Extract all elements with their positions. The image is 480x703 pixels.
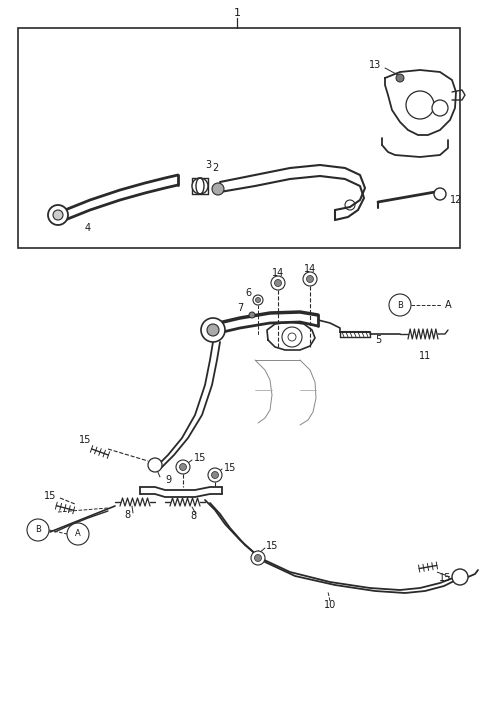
Text: 5: 5	[375, 335, 381, 345]
Circle shape	[307, 276, 313, 283]
Text: 3: 3	[205, 160, 211, 170]
Circle shape	[303, 272, 317, 286]
Circle shape	[212, 472, 218, 479]
Text: 13: 13	[369, 60, 381, 70]
Circle shape	[452, 569, 468, 585]
Bar	[18, 28, 460, 248]
Text: 2: 2	[212, 163, 218, 173]
Text: 14: 14	[272, 268, 284, 278]
Circle shape	[434, 188, 446, 200]
Text: 4: 4	[85, 223, 91, 233]
Text: 1: 1	[233, 8, 240, 18]
Circle shape	[53, 210, 63, 220]
Circle shape	[282, 327, 302, 347]
Text: 11: 11	[419, 351, 431, 361]
Circle shape	[48, 205, 68, 225]
Circle shape	[249, 312, 255, 318]
Text: 7: 7	[237, 303, 243, 313]
Circle shape	[208, 468, 222, 482]
Text: A: A	[444, 300, 451, 310]
Text: A: A	[75, 529, 81, 538]
Text: 15: 15	[266, 541, 278, 551]
Circle shape	[176, 460, 190, 474]
Text: 8: 8	[124, 510, 130, 520]
Text: 10: 10	[324, 600, 336, 610]
Circle shape	[192, 178, 208, 194]
Circle shape	[27, 519, 49, 541]
Text: 6: 6	[245, 288, 251, 298]
Text: 15: 15	[439, 573, 451, 583]
Circle shape	[275, 280, 281, 287]
Circle shape	[148, 458, 162, 472]
Circle shape	[201, 318, 225, 342]
Text: 12: 12	[450, 195, 462, 205]
Text: 15: 15	[44, 491, 56, 501]
Circle shape	[432, 100, 448, 116]
Circle shape	[180, 463, 187, 470]
Text: 14: 14	[304, 264, 316, 274]
Circle shape	[271, 276, 285, 290]
Circle shape	[396, 74, 404, 82]
Circle shape	[251, 551, 265, 565]
Circle shape	[207, 324, 219, 336]
Text: 8: 8	[190, 511, 196, 521]
Text: B: B	[397, 300, 403, 309]
Circle shape	[212, 183, 224, 195]
Text: 15: 15	[224, 463, 236, 473]
Circle shape	[406, 91, 434, 119]
Text: 15: 15	[194, 453, 206, 463]
Text: 15: 15	[79, 435, 91, 445]
Circle shape	[67, 523, 89, 545]
Circle shape	[255, 297, 261, 302]
Circle shape	[254, 555, 262, 562]
Circle shape	[389, 294, 411, 316]
Text: 9: 9	[165, 475, 171, 485]
Text: B: B	[35, 526, 41, 534]
Circle shape	[253, 295, 263, 305]
